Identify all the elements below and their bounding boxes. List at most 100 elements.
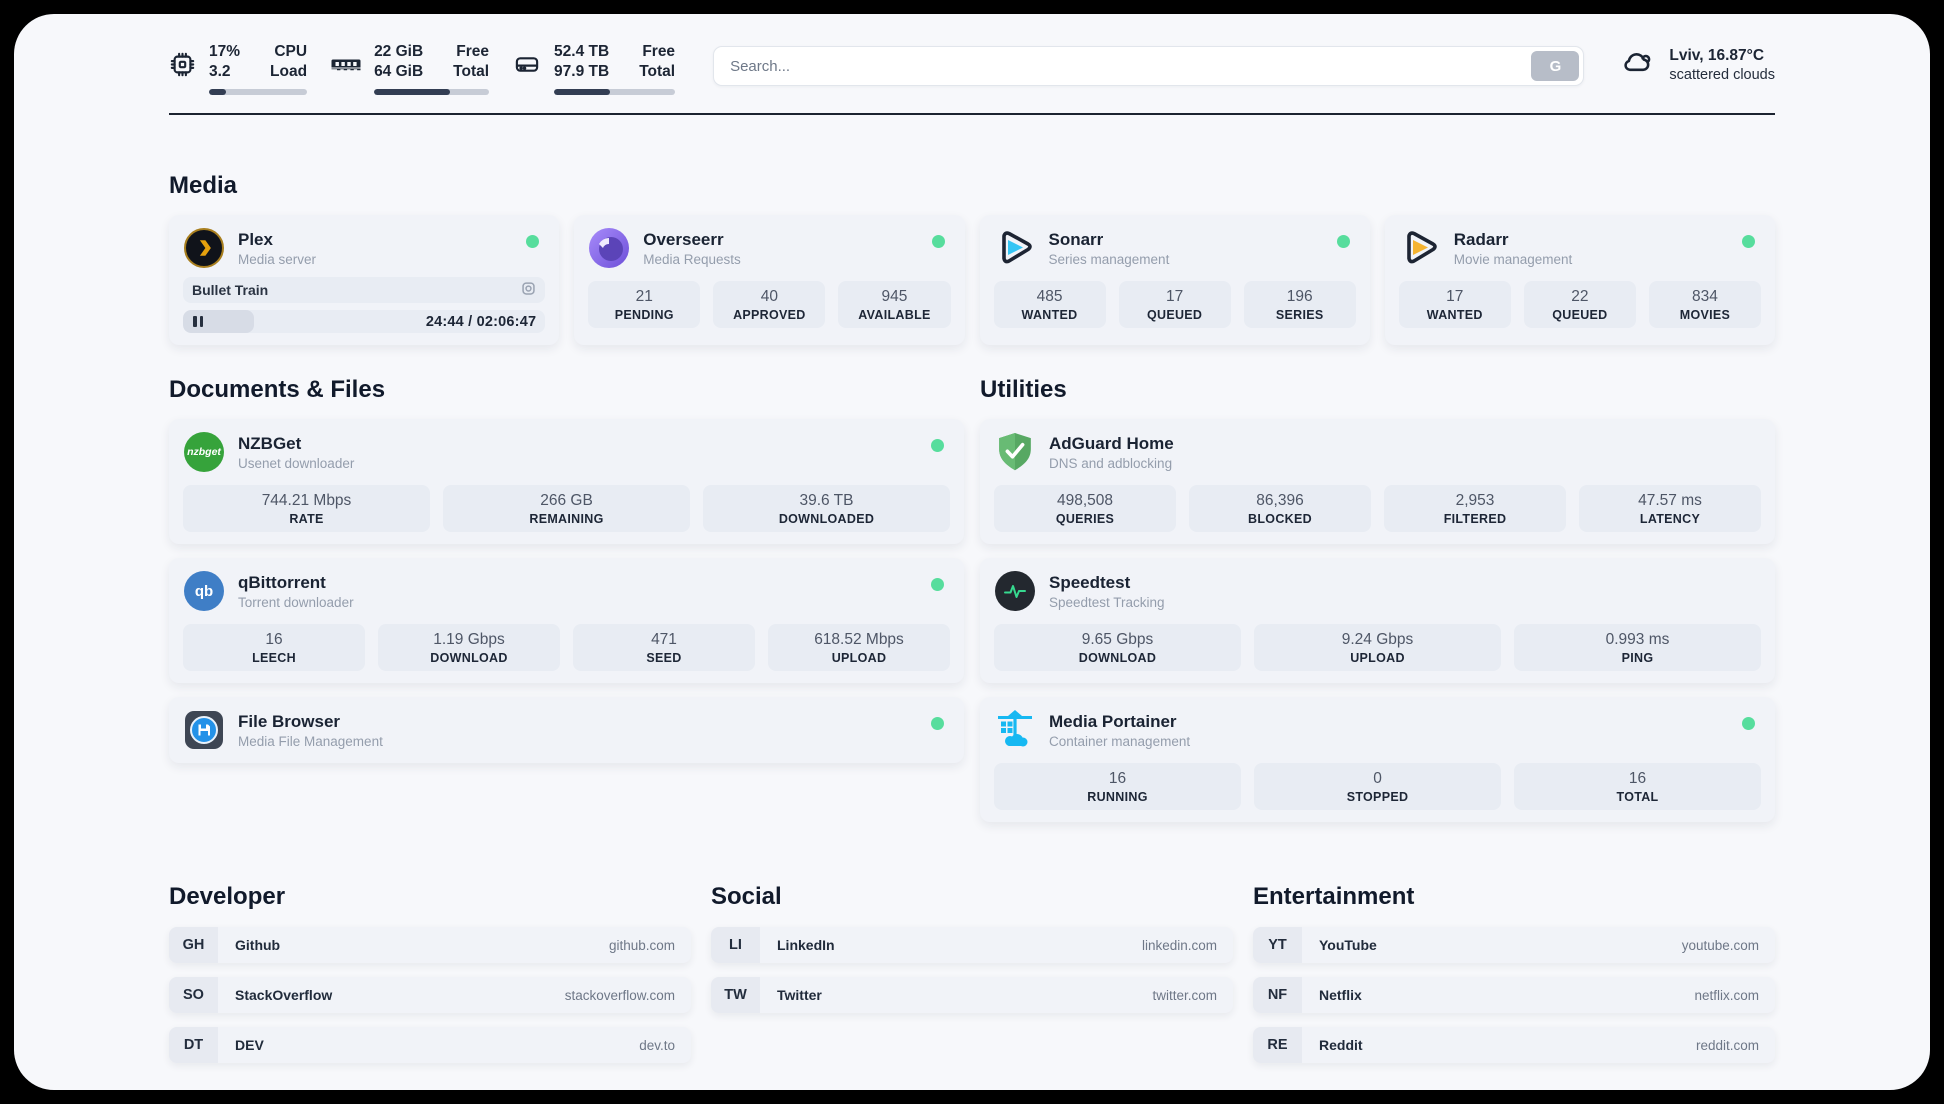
section-media: Media Plex Media server <box>169 171 1775 346</box>
weather-location-temp: Lviv, 16.87°C <box>1669 46 1765 64</box>
app-card-adguard[interactable]: AdGuard Home DNS and adblocking 498,508 Q… <box>980 419 1775 545</box>
sonarr-status-dot <box>1336 235 1350 249</box>
stat-wanted: 17 WANTED <box>1398 281 1511 329</box>
bookmark-stackoverflow[interactable]: SO StackOverflow stackoverflow.com <box>169 977 691 1014</box>
sonarr-subtitle: Series management <box>1048 251 1170 267</box>
documents-section-title: Documents & Files <box>169 376 386 404</box>
search-engine-button[interactable]: G <box>1531 51 1580 81</box>
ram-total-label: Total <box>453 63 490 81</box>
bookmark-name: YouTube <box>1319 937 1377 954</box>
qbittorrent-status-dot <box>931 578 944 592</box>
filebrowser-icon <box>183 709 225 751</box>
cpu-label: CPU <box>274 43 308 60</box>
plex-status-dot <box>526 235 540 249</box>
stat-seed: 471 SEED <box>573 624 755 672</box>
app-card-radarr[interactable]: Radarr Movie management 17 WANTED 22 QUEUE… <box>1384 215 1775 346</box>
stat-blocked: 86,396 BLOCKED <box>1189 485 1371 533</box>
stat-available: 945 AVAILABLE <box>838 281 951 329</box>
linkedin-abbr: LI <box>711 927 760 964</box>
stat-ping: 0.993 ms PING <box>1514 624 1761 672</box>
plex-name: Plex <box>238 229 273 249</box>
plex-icon <box>183 227 225 269</box>
stat-approved: 40 APPROVED <box>713 281 826 329</box>
app-card-sonarr[interactable]: Sonarr Series management 485 WANTED 17 QUE… <box>979 215 1370 346</box>
app-card-filebrowser[interactable]: File Browser Media File Management <box>169 697 964 764</box>
app-card-qbittorrent[interactable]: qb qBittorrent Torrent downloader 16 LEEC… <box>169 558 964 684</box>
bookmark-netflix[interactable]: NF Netflix netflix.com <box>1253 977 1775 1014</box>
netflix-abbr: NF <box>1253 977 1302 1014</box>
ram-total-value: 64 GiB <box>374 63 424 81</box>
speedtest-name: Speedtest <box>1049 572 1131 592</box>
radarr-status-dot <box>1742 235 1755 249</box>
overseerr-status-dot <box>931 235 945 249</box>
utilities-section-title: Utilities <box>980 376 1067 404</box>
search-input[interactable] <box>713 46 1585 86</box>
bookmark-youtube[interactable]: YT YouTube youtube.com <box>1253 927 1775 964</box>
adguard-subtitle: DNS and adblocking <box>1049 455 1173 471</box>
stat-remaining: 266 GB REMAINING <box>443 485 690 533</box>
bookmark-url: twitter.com <box>1152 987 1217 1003</box>
plex-subtitle: Media server <box>238 251 317 267</box>
cpu-percent: 17% <box>209 43 241 60</box>
bookmark-group-social: Social LI LinkedIn linkedin.com TW Twitt… <box>711 882 1233 1063</box>
nzbget-subtitle: Usenet downloader <box>238 455 355 471</box>
overseerr-icon <box>588 227 630 269</box>
developer-section-title: Developer <box>169 883 286 911</box>
youtube-abbr: YT <box>1253 927 1302 964</box>
stat-running: 16 RUNNING <box>994 763 1241 811</box>
storage-total-label: Total <box>639 63 676 81</box>
radarr-subtitle: Movie management <box>1453 251 1573 267</box>
speedtest-icon <box>994 570 1036 612</box>
weather-condition: scattered clouds <box>1669 66 1775 83</box>
pause-icon <box>193 316 203 328</box>
ram-free-value: 22 GiB <box>374 43 424 60</box>
stat-series: 196 SERIES <box>1243 281 1356 329</box>
bookmark-linkedin[interactable]: LI LinkedIn linkedin.com <box>711 927 1233 964</box>
portainer-status-dot <box>1742 717 1755 731</box>
header-divider <box>169 113 1775 116</box>
cloud-icon <box>1620 45 1656 84</box>
bookmark-reddit[interactable]: RE Reddit reddit.com <box>1253 1027 1775 1064</box>
ram-progress-bar <box>374 89 490 96</box>
stat-stopped: 0 STOPPED <box>1254 763 1501 811</box>
filebrowser-name: File Browser <box>238 711 341 731</box>
stat-queued: 22 QUEUED <box>1523 281 1636 329</box>
bookmark-dev[interactable]: DT DEV dev.to <box>169 1027 691 1064</box>
bookmark-github[interactable]: GH Github github.com <box>169 927 691 964</box>
app-card-portainer[interactable]: Media Portainer Container management 16 R… <box>980 697 1775 823</box>
radarr-name: Radarr <box>1453 229 1509 249</box>
storage-usage-widget: 52.4 TB 97.9 TB Free Total <box>513 42 676 96</box>
bookmark-url: dev.to <box>639 1037 675 1053</box>
weather-widget: Lviv, 16.87°C scattered clouds <box>1620 45 1775 84</box>
bookmark-name: Reddit <box>1319 1037 1363 1054</box>
stat-downloaded: 39.6 TB DOWNLOADED <box>703 485 950 533</box>
plex-now-playing: Bullet Train <box>183 277 546 304</box>
search-bar: G <box>713 46 1585 86</box>
bookmark-twitter[interactable]: TW Twitter twitter.com <box>711 977 1233 1014</box>
media-section-title: Media <box>169 172 238 200</box>
qbittorrent-name: qBittorrent <box>238 572 326 592</box>
storage-free-label: Free <box>642 43 676 60</box>
bookmark-url: github.com <box>608 937 675 953</box>
stat-total: 16 TOTAL <box>1514 763 1761 811</box>
overseerr-name: Overseerr <box>643 229 724 249</box>
plex-playback-progress[interactable]: 24:44 / 02:06:47 <box>183 310 546 334</box>
stat-filtered: 2,953 FILTERED <box>1384 485 1566 533</box>
qbittorrent-icon: qb <box>183 570 225 612</box>
app-card-overseerr[interactable]: Overseerr Media Requests 21 PENDING 40 APP… <box>574 215 965 346</box>
bookmark-url: reddit.com <box>1695 1037 1759 1053</box>
github-abbr: GH <box>169 927 218 964</box>
bookmark-name: DEV <box>235 1037 264 1054</box>
ram-free-label: Free <box>456 43 490 60</box>
adguard-name: AdGuard Home <box>1049 433 1174 453</box>
stat-movies: 834 MOVIES <box>1648 281 1761 329</box>
app-card-speedtest[interactable]: Speedtest Speedtest Tracking 9.65 Gbps DO… <box>980 558 1775 684</box>
stat-download: 9.65 Gbps DOWNLOAD <box>994 624 1241 672</box>
app-card-plex[interactable]: Plex Media server Bullet Train <box>169 215 560 346</box>
stat-pending: 21 PENDING <box>588 281 701 329</box>
stat-rate: 744.21 Mbps RATE <box>183 485 430 533</box>
stat-wanted: 485 WANTED <box>993 281 1106 329</box>
app-card-nzbget[interactable]: nzbget NZBGet Usenet downloader 744.21 M… <box>169 419 964 545</box>
bookmark-group-developer: Developer GH Github github.com SO StackO… <box>169 882 691 1064</box>
portainer-subtitle: Container management <box>1049 733 1191 749</box>
